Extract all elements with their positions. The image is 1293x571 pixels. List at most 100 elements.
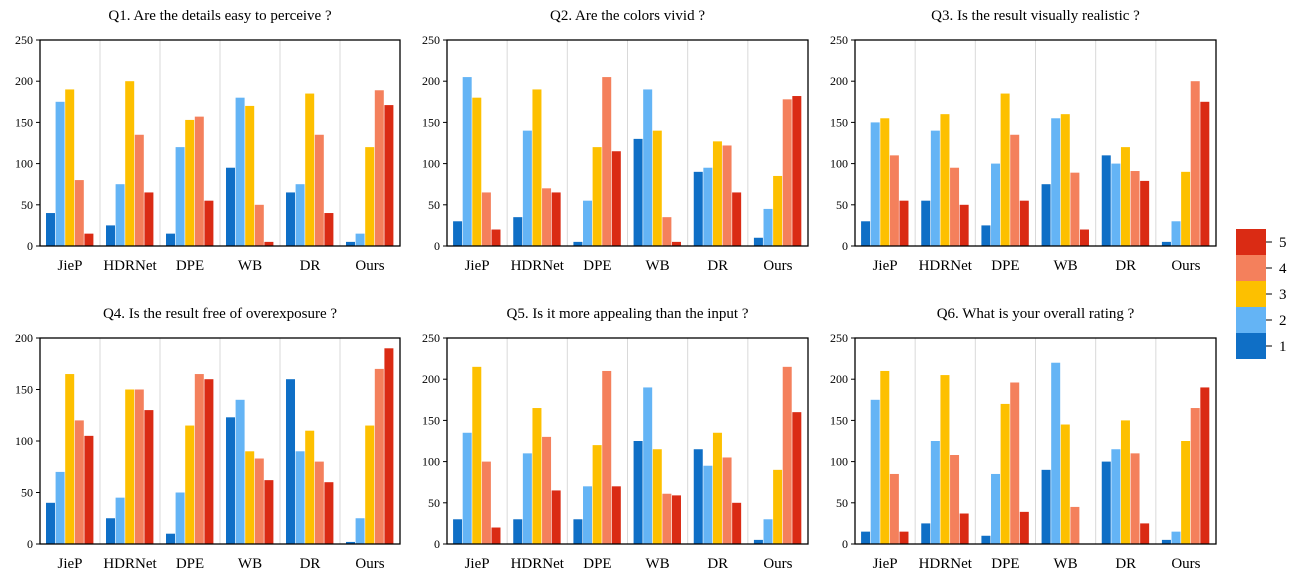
- bar-dpe-rating-4: [602, 370, 612, 544]
- y-tick-label: 150: [15, 115, 33, 129]
- bar-jiep-rating-2: [55, 471, 65, 544]
- plot-frame: [446, 39, 809, 247]
- y-tick-label: 250: [15, 33, 33, 47]
- x-tick-label: Ours: [1171, 556, 1200, 571]
- bar-hdrnet-rating-2: [930, 130, 940, 246]
- bar-jiep-rating-3: [472, 366, 482, 544]
- x-tick-label: DPE: [583, 556, 611, 571]
- bar-ours-rating-3: [1181, 441, 1191, 544]
- bar-wb-rating-3: [1060, 114, 1070, 246]
- bar-hdrnet-rating-5: [144, 192, 154, 246]
- bar-dr-rating-2: [1111, 163, 1121, 246]
- bar-jiep-rating-5: [491, 527, 501, 544]
- x-tick-label: Ours: [355, 556, 384, 571]
- bar-hdrnet-rating-3: [125, 81, 135, 246]
- bar-wb-rating-2: [643, 387, 653, 544]
- bar-ours-rating-4: [374, 90, 384, 246]
- bar-ours-rating-1: [753, 237, 763, 246]
- bar-jiep-rating-2: [462, 77, 472, 246]
- bar-ours-rating-4: [1190, 81, 1200, 246]
- y-tick-label: 0: [842, 239, 848, 253]
- y-tick-label: 150: [422, 413, 440, 427]
- bar-jiep-rating-5: [491, 229, 501, 246]
- bar-dr-rating-5: [1140, 523, 1150, 544]
- y-tick-label: 200: [422, 74, 440, 88]
- legend-swatch-1: [1236, 333, 1266, 359]
- legend-label: 1: [1279, 339, 1287, 355]
- bar-dr-rating-5: [324, 482, 334, 544]
- bar-ours-rating-5: [792, 96, 802, 246]
- bar-jiep-rating-1: [861, 221, 871, 246]
- bar-ours-rating-3: [1181, 171, 1191, 246]
- bar-ours-rating-5: [1200, 101, 1210, 246]
- bar-dpe-rating-3: [185, 119, 195, 246]
- bar-wb-rating-5: [264, 241, 274, 246]
- bar-wb-rating-4: [662, 493, 672, 544]
- bar-ours-rating-2: [763, 208, 773, 246]
- legend-label: 5: [1279, 235, 1287, 251]
- bar-dr-rating-1: [1101, 155, 1111, 246]
- y-tick-label: 200: [422, 372, 440, 386]
- y-tick-label: 150: [15, 383, 33, 397]
- bar-wb-rating-4: [1070, 506, 1080, 544]
- bar-jiep-rating-3: [65, 374, 75, 544]
- bar-jiep-rating-1: [46, 213, 55, 246]
- bar-dpe-rating-4: [602, 77, 612, 246]
- bar-wb-rating-5: [671, 495, 681, 544]
- bar-wb-rating-3: [245, 451, 255, 544]
- bar-dr-rating-1: [693, 449, 703, 544]
- bar-ours-rating-5: [792, 412, 802, 544]
- bar-dr-rating-3: [712, 432, 722, 544]
- bar-dr-rating-4: [1130, 453, 1140, 544]
- bar-wb-rating-1: [633, 441, 643, 544]
- bar-hdrnet-rating-4: [542, 436, 552, 544]
- bar-wb-rating-3: [245, 105, 255, 246]
- x-tick-label: WB: [238, 556, 262, 571]
- bar-hdrnet-rating-1: [513, 519, 523, 544]
- bar-wb-rating-2: [1051, 362, 1061, 544]
- bar-hdrnet-rating-4: [542, 188, 552, 246]
- bar-jiep-rating-3: [880, 370, 890, 544]
- y-tick-label: 100: [15, 434, 33, 448]
- legend: 5 4 3 2 1: [1236, 229, 1287, 359]
- bar-dpe-rating-4: [1010, 134, 1020, 246]
- bar-dpe-rating-5: [204, 379, 214, 544]
- chart-panel-2: Q2. Are the colors vivid ? 0 50 100 150 200 25…: [422, 8, 809, 274]
- bar-jiep-rating-3: [65, 89, 75, 246]
- y-tick-label: 150: [830, 413, 848, 427]
- legend-swatch-5: [1236, 229, 1266, 255]
- y-tick-label: 50: [428, 198, 440, 212]
- y-tick-label: 0: [434, 239, 440, 253]
- bar-jiep-rating-2: [462, 432, 472, 544]
- y-tick-label: 250: [422, 331, 440, 345]
- chart-title: Q1. Are the details easy to perceive ?: [108, 8, 332, 24]
- chart-panel-4: Q4. Is the result free of overexposure ?…: [15, 306, 401, 571]
- bar-wb-rating-1: [226, 417, 235, 544]
- chart-panel-6: Q6. What is your overall rating ? 0 50 100 1…: [830, 306, 1217, 571]
- bar-dpe-rating-5: [611, 486, 621, 544]
- bar-ours-rating-1: [346, 241, 355, 246]
- bar-ours-rating-1: [1161, 241, 1171, 246]
- x-tick-label: DPE: [583, 258, 611, 274]
- x-tick-label: JieP: [873, 556, 898, 571]
- x-tick-label: JieP: [873, 258, 898, 274]
- bar-wb-rating-4: [662, 217, 672, 246]
- x-tick-label: HDRNet: [511, 258, 565, 274]
- bar-jiep-rating-4: [481, 461, 491, 544]
- bar-jiep-rating-2: [55, 101, 65, 246]
- y-tick-label: 0: [842, 537, 848, 551]
- bar-dr-rating-3: [1120, 420, 1130, 544]
- legend-label: 3: [1279, 287, 1287, 303]
- plot-frame: [446, 337, 809, 545]
- plot-frame: [854, 337, 1217, 545]
- y-tick-label: 100: [15, 157, 33, 171]
- bar-ours-rating-1: [346, 541, 355, 544]
- bar-hdrnet-rating-5: [959, 513, 969, 544]
- bar-hdrnet-rating-4: [134, 134, 144, 246]
- y-tick-label: 100: [830, 157, 848, 171]
- x-tick-label: Ours: [763, 258, 792, 274]
- plot-frame: [854, 39, 1217, 247]
- bar-ours-rating-4: [782, 99, 792, 246]
- bar-hdrnet-rating-4: [950, 455, 960, 544]
- legend-swatch-2: [1236, 307, 1266, 333]
